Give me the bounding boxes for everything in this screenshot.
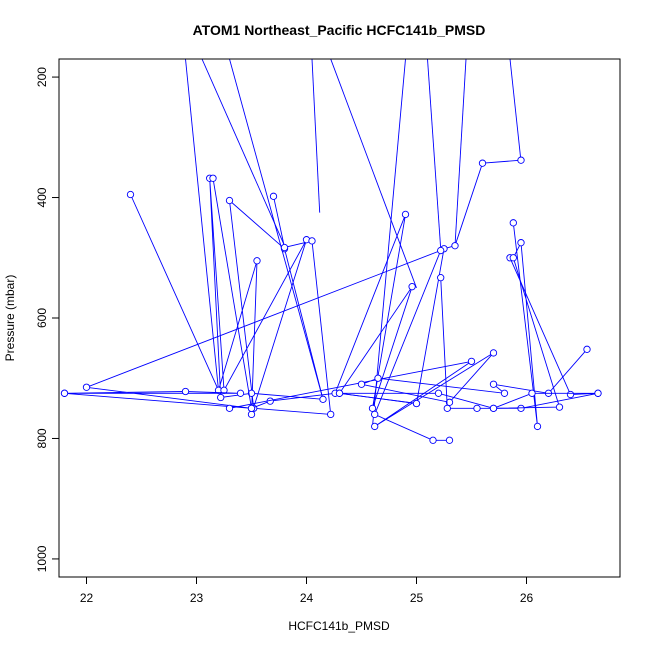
data-point (437, 246, 445, 255)
x-tick-label: 22 (80, 591, 94, 605)
data-point (236, 389, 245, 397)
data-point (500, 389, 509, 397)
data-point (247, 389, 256, 397)
data-point (60, 389, 69, 397)
data-point (594, 389, 602, 397)
series-segment-0 (185, 59, 219, 391)
data-point (371, 422, 379, 431)
data-point (335, 389, 344, 397)
plot-area (60, 59, 602, 444)
data-point (437, 273, 445, 282)
data-point (489, 349, 498, 357)
series-segment-8 (372, 59, 406, 427)
series-segment-2 (229, 59, 324, 400)
y-tick-label: 1000 (35, 545, 49, 572)
data-point (357, 380, 366, 388)
y-tick-label: 200 (35, 67, 49, 87)
data-point (509, 254, 517, 262)
series-segment-5 (427, 59, 442, 249)
y-axis-label: Pressure (mbar) (3, 275, 17, 362)
data-point (374, 374, 382, 382)
data-point (401, 210, 410, 219)
data-point (533, 422, 542, 431)
series-segment-1 (201, 59, 285, 246)
data-point (434, 389, 443, 397)
data-point (82, 383, 91, 391)
data-point (473, 404, 481, 412)
data-point (126, 190, 135, 199)
x-tick-label: 25 (410, 591, 424, 605)
data-point (217, 393, 225, 402)
series-segment-3 (311, 59, 321, 213)
data-point (443, 404, 451, 412)
data-point (225, 404, 234, 412)
data-point (308, 237, 316, 245)
data-point (528, 389, 536, 397)
series-segment-7 (509, 59, 522, 162)
series-line-2 (64, 249, 450, 441)
series-segment-4 (330, 59, 417, 289)
y-tick-label: 400 (35, 187, 49, 207)
y-tick-label: 600 (35, 308, 49, 328)
data-point (429, 436, 437, 444)
data-point (566, 390, 575, 399)
y-tick-label: 800 (35, 428, 49, 448)
data-point (583, 345, 591, 353)
data-point (181, 387, 190, 396)
data-point (371, 410, 379, 419)
chart-title: ATOM1 Northeast_Pacific HCFC141b_PMSD (193, 22, 486, 38)
data-point (412, 399, 421, 408)
data-point (509, 219, 517, 227)
data-point (489, 380, 498, 388)
data-point (319, 395, 327, 403)
data-point (489, 404, 498, 412)
data-point (225, 196, 234, 205)
data-point (368, 404, 377, 412)
data-point (555, 403, 564, 411)
data-point (327, 410, 335, 419)
data-point (445, 436, 454, 444)
data-point (408, 283, 416, 291)
data-point (247, 410, 256, 419)
data-point (209, 174, 217, 182)
x-axis: 22 23 24 25 26 (80, 577, 534, 605)
series-segment-6 (454, 59, 467, 246)
x-tick-label: 26 (520, 591, 534, 605)
x-tick-label: 24 (300, 591, 314, 605)
x-axis-label: HCFC141b_PMSD (288, 619, 390, 633)
data-point (478, 159, 487, 167)
data-point (280, 243, 289, 252)
data-point (517, 404, 525, 412)
data-point (247, 404, 256, 412)
data-point (467, 357, 476, 366)
x-tick-label: 23 (190, 591, 204, 605)
data-point (517, 156, 525, 164)
data-point (517, 239, 525, 247)
y-axis: 200 400 600 800 1000 (35, 67, 59, 572)
data-point (451, 242, 459, 250)
data-point (269, 192, 278, 200)
data-point (253, 257, 261, 265)
